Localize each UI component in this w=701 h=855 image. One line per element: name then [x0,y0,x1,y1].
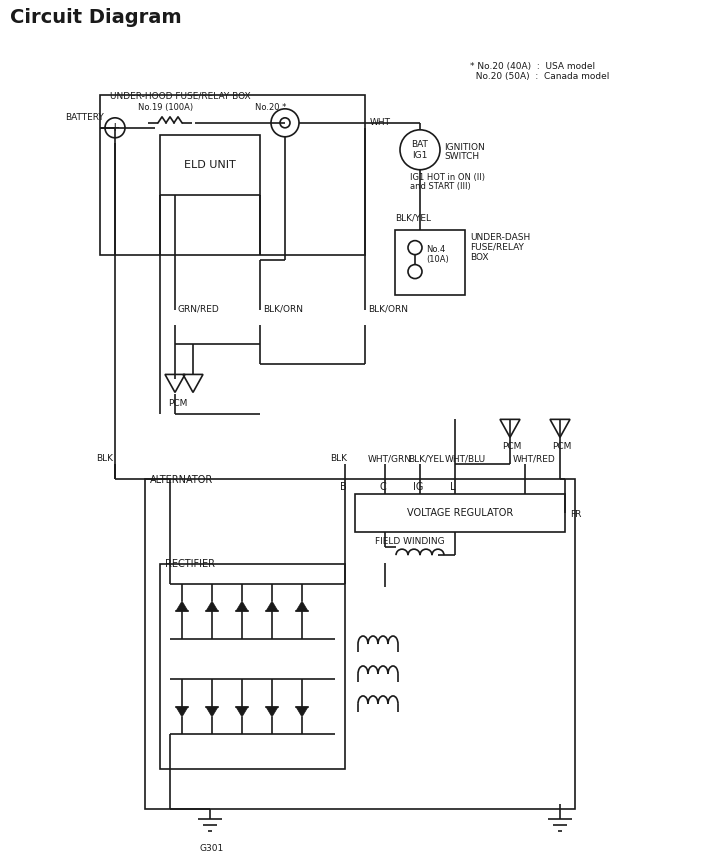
Text: and START (III): and START (III) [410,182,471,191]
Polygon shape [266,601,278,611]
Text: UNDER-HOOD FUSE/RELAY BOX: UNDER-HOOD FUSE/RELAY BOX [110,91,251,101]
Text: BLK: BLK [96,454,113,463]
Bar [145,480,575,809]
Text: Circuit Diagram: Circuit Diagram [10,8,182,27]
Bar [160,135,260,195]
Text: WHT/RED: WHT/RED [513,454,556,463]
Text: B: B [340,482,347,492]
Polygon shape [206,601,218,611]
Text: C: C [379,482,386,492]
Text: FR: FR [570,510,581,519]
Polygon shape [176,601,188,611]
Circle shape [271,109,299,137]
Polygon shape [296,707,308,716]
Text: (10A): (10A) [426,255,449,263]
Circle shape [280,118,290,127]
Text: GRN/RED: GRN/RED [178,304,219,314]
Text: BLK/ORN: BLK/ORN [263,304,303,314]
Polygon shape [296,601,308,611]
Bar [355,494,565,532]
Text: No.4: No.4 [426,245,445,254]
Text: SWITCH: SWITCH [444,152,479,161]
Polygon shape [266,707,278,716]
Bar [100,95,365,255]
Text: WHT/BLU: WHT/BLU [445,454,486,463]
Polygon shape [176,707,188,716]
Circle shape [105,118,125,138]
Text: FIELD WINDING: FIELD WINDING [375,537,444,546]
Text: +: + [109,121,121,134]
Bar [395,230,465,295]
Text: WHT/GRN: WHT/GRN [368,454,412,463]
Text: BLK/YEL: BLK/YEL [408,454,444,463]
Text: BLK: BLK [330,454,347,463]
Text: PCM: PCM [502,442,522,451]
Text: G301: G301 [200,844,224,852]
Text: IG1 HOT in ON (II): IG1 HOT in ON (II) [410,173,485,182]
Text: UNDER-DASH: UNDER-DASH [470,233,530,242]
Text: ELD UNIT: ELD UNIT [184,160,236,170]
Text: No.19 (100A): No.19 (100A) [138,103,193,112]
Circle shape [400,130,440,170]
Text: BLK/YEL: BLK/YEL [395,214,431,222]
Text: VOLTAGE REGULATOR: VOLTAGE REGULATOR [407,508,513,518]
Text: No.20 (50A)  :  Canada model: No.20 (50A) : Canada model [470,72,609,81]
Text: FUSE/RELAY: FUSE/RELAY [470,243,524,251]
Text: IG: IG [413,482,423,492]
Text: BLK/ORN: BLK/ORN [368,304,408,314]
Text: IG1: IG1 [412,151,428,160]
Text: PCM: PCM [168,399,187,409]
Text: BATTERY: BATTERY [65,114,104,122]
Text: RECTIFIER: RECTIFIER [165,559,215,569]
Text: L: L [450,482,456,492]
Text: WHT: WHT [370,118,391,127]
Polygon shape [206,707,218,716]
Text: PCM: PCM [552,442,571,451]
Circle shape [408,240,422,255]
Polygon shape [236,601,248,611]
Text: BOX: BOX [470,252,489,262]
Text: * No.20 (40A)  :  USA model: * No.20 (40A) : USA model [470,62,595,71]
Polygon shape [236,707,248,716]
Text: ALTERNATOR: ALTERNATOR [150,475,213,486]
Text: IGNITION: IGNITION [444,143,485,152]
Bar [160,564,345,769]
Circle shape [408,264,422,279]
Text: No.20 *: No.20 * [255,103,287,112]
Text: BAT: BAT [411,140,428,150]
